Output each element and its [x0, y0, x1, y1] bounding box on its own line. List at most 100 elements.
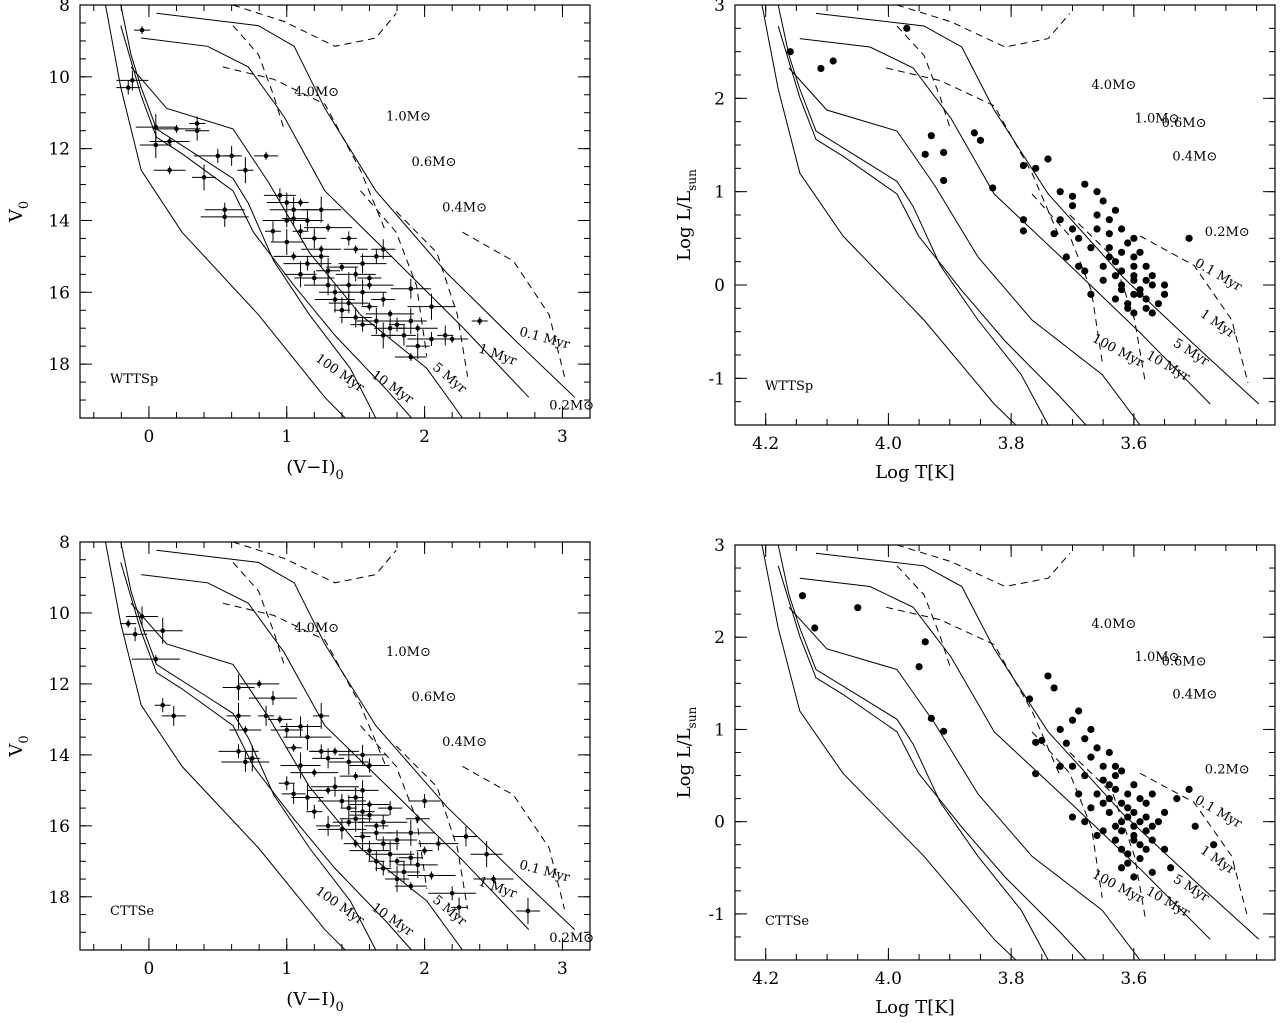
- y-axis-label-sub: sun: [685, 169, 699, 191]
- data-point: [1050, 684, 1058, 692]
- data-point: [380, 333, 386, 338]
- data-point: [367, 763, 372, 768]
- data-point: [1099, 776, 1107, 784]
- data-point: [167, 167, 172, 173]
- data-point: [1032, 770, 1040, 778]
- evolutionary-track: [232, 542, 397, 584]
- data-point: [1117, 767, 1126, 775]
- isochrone-line: [141, 37, 530, 398]
- mass-label: 0.2M⊙: [1205, 225, 1250, 240]
- data-point: [1130, 262, 1138, 270]
- y-tick-label: 14: [48, 211, 70, 231]
- data-point: [1130, 873, 1138, 881]
- evolutionary-track: [1069, 214, 1146, 384]
- isochrone-line: [120, 5, 377, 418]
- data-point: [1093, 790, 1101, 798]
- x-tick-label: 4.2: [752, 434, 779, 454]
- mass-label: 1.0M⊙: [1135, 112, 1180, 127]
- data-point: [1142, 295, 1150, 303]
- isochrone-line: [777, 5, 1049, 425]
- axis-ticks: 4.2 4.0 3.8 3.6 -1 0 1 2 3: [708, 536, 1275, 989]
- evolutionary-track: [232, 25, 285, 130]
- y-axis-label-main: V: [6, 208, 27, 223]
- data-point: [332, 749, 338, 754]
- y-axis-label: Log L/Lsun: [674, 706, 699, 798]
- evolutionary-track: [360, 725, 428, 889]
- data-point: [1062, 739, 1070, 747]
- data-point: [1056, 188, 1064, 196]
- data-point: [346, 805, 352, 811]
- data-point: [1185, 785, 1193, 793]
- data-point: [394, 859, 400, 864]
- data-point: [1148, 822, 1156, 830]
- data-point: [449, 890, 455, 896]
- data-point: [1136, 286, 1144, 294]
- y-tick-label: 12: [48, 140, 70, 160]
- data-point: [970, 129, 978, 137]
- evolutionary-track: [462, 765, 565, 910]
- y-tick-label: 3: [714, 0, 725, 16]
- data-point: [277, 717, 283, 722]
- data-point: [1111, 762, 1120, 770]
- data-point: [1117, 827, 1126, 835]
- evolutionary-track: [232, 562, 285, 665]
- data-point: [367, 812, 372, 818]
- mass-label: 0.6M⊙: [412, 155, 457, 170]
- x-tick-label: 2: [419, 959, 430, 979]
- mass-label: 0.4M⊙: [1172, 688, 1217, 703]
- data-point: [201, 175, 207, 180]
- mass-labels: 4.0M⊙ 1.0M⊙ 0.6M⊙ 0.4M⊙ 0.2M⊙: [294, 621, 594, 946]
- y-tick-label: 0: [714, 813, 725, 833]
- mass-labels: 4.0M⊙ 1.0M⊙ 0.6M⊙ 0.4M⊙ 0.2M⊙: [294, 85, 594, 414]
- data-points: [120, 606, 540, 924]
- data-point: [1167, 864, 1175, 872]
- data-point: [484, 851, 489, 857]
- data-points: [798, 592, 1218, 881]
- data-point: [284, 780, 290, 786]
- data-point: [1148, 272, 1156, 280]
- age-label: 5 Myr: [429, 360, 469, 397]
- evolutionary-track: [886, 67, 1060, 237]
- data-point: [353, 816, 358, 822]
- data-point: [854, 604, 862, 612]
- data-point: [153, 656, 159, 662]
- age-label: 100 Myr: [312, 884, 367, 929]
- data-point: [318, 254, 324, 259]
- data-point: [360, 834, 365, 839]
- data-point: [940, 148, 948, 157]
- data-point: [1130, 276, 1138, 284]
- panel-label: CTTSe: [110, 904, 154, 919]
- data-point: [1210, 841, 1218, 849]
- data-point: [1032, 164, 1040, 172]
- data-point: [360, 290, 365, 295]
- data-point: [1099, 197, 1107, 205]
- data-point: [1019, 227, 1028, 235]
- x-tick-label: 0: [144, 959, 155, 979]
- x-axis-label: (V−I)0: [286, 457, 344, 483]
- data-point: [1050, 230, 1058, 238]
- age-label: 5 Myr: [429, 893, 469, 930]
- data-point: [1075, 790, 1083, 798]
- data-point: [415, 343, 421, 349]
- data-point: [1087, 753, 1095, 761]
- data-point: [408, 286, 414, 292]
- data-point: [360, 261, 365, 266]
- x-axis-label: Log T[K]: [875, 997, 955, 1018]
- age-label: 1 Myr: [1197, 843, 1238, 878]
- data-point: [463, 834, 469, 839]
- data-points: [786, 24, 1193, 317]
- evolutionary-track: [896, 5, 1071, 48]
- x-axis-label-sub: 0: [335, 1000, 343, 1015]
- evolutionary-track: [462, 231, 565, 377]
- data-point: [1130, 822, 1138, 830]
- y-tick-label: 2: [714, 628, 725, 648]
- data-point: [1160, 281, 1169, 289]
- data-point: [291, 791, 296, 797]
- evolutionary-track: [395, 211, 469, 377]
- data-point: [174, 126, 179, 132]
- data-point: [1142, 799, 1150, 807]
- y-tick-label: 10: [48, 604, 70, 624]
- data-point: [291, 254, 296, 259]
- data-point: [1019, 216, 1028, 224]
